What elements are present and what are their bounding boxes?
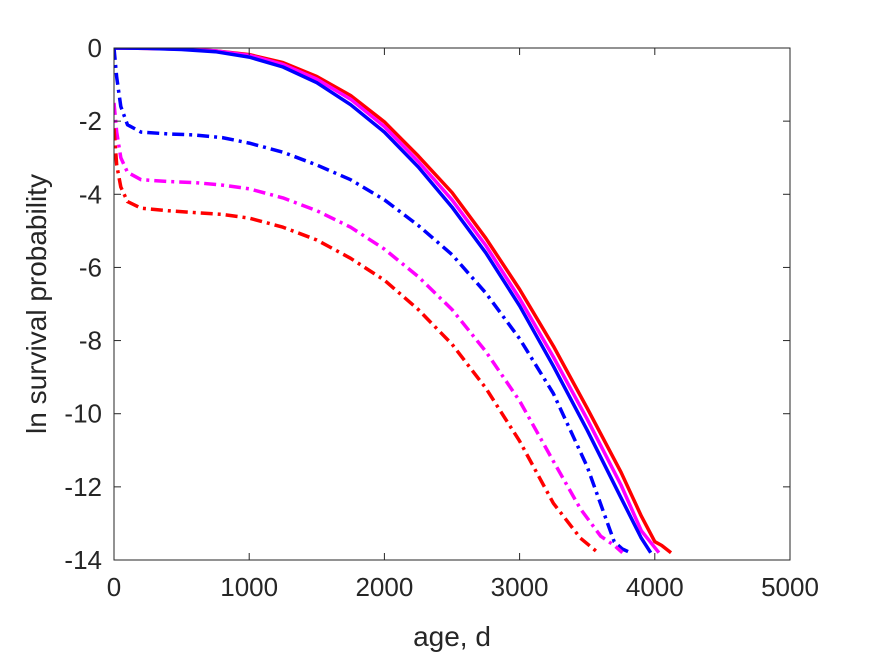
y-tick-label: -4 xyxy=(79,179,102,209)
x-tick-label: 0 xyxy=(107,572,121,602)
y-tick-label: -10 xyxy=(64,399,102,429)
y-tick-label: -6 xyxy=(79,252,102,282)
y-tick-label: -14 xyxy=(64,545,102,575)
ticks-layer: 0 1000 2000 3000 4000 5000 0 -2 -4 -6 -8 -10 -12 -14 xyxy=(64,33,819,602)
y-tick-label: -12 xyxy=(64,472,102,502)
x-tick-label: 3000 xyxy=(491,572,549,602)
y-tick-label: -8 xyxy=(79,326,102,356)
y-axis-label: ln survival probability xyxy=(21,174,52,434)
x-tick-label: 2000 xyxy=(355,572,413,602)
x-tick-label: 4000 xyxy=(626,572,684,602)
series-line-3 xyxy=(114,48,653,554)
x-tick-label: 5000 xyxy=(761,572,819,602)
x-tick-label: 1000 xyxy=(220,572,278,602)
series-line-5 xyxy=(114,102,624,555)
series-line-6 xyxy=(114,128,600,555)
y-tick-label: 0 xyxy=(88,33,102,63)
series-layer xyxy=(114,48,673,555)
x-axis-label: age, d xyxy=(413,621,491,652)
series-line-4 xyxy=(114,48,632,555)
plot-frame xyxy=(113,47,791,561)
y-tick-label: -2 xyxy=(79,106,102,136)
